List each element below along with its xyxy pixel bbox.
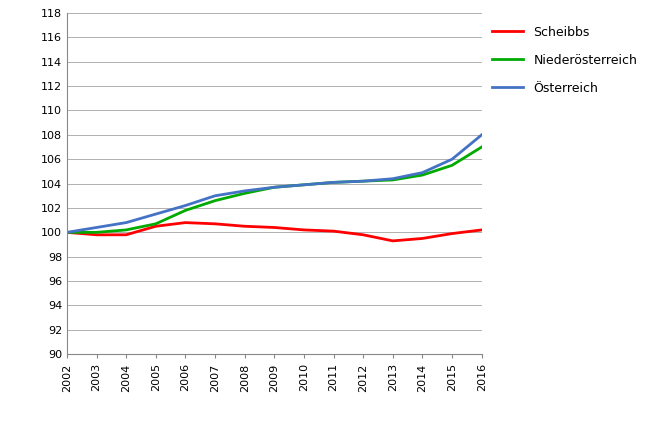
- Österreich: [300, 182, 308, 187]
- Österreich: [270, 184, 278, 190]
- Niederösterreich: [63, 230, 71, 235]
- Line: Niederösterreich: Niederösterreich: [67, 147, 482, 232]
- Scheibbs: [63, 230, 71, 235]
- Niederösterreich: [359, 178, 367, 184]
- Österreich: [92, 225, 100, 230]
- Österreich: [418, 170, 426, 175]
- Österreich: [152, 212, 160, 217]
- Legend: Scheibbs, Niederösterreich, Österreich: Scheibbs, Niederösterreich, Österreich: [492, 26, 637, 95]
- Niederösterreich: [478, 144, 486, 149]
- Niederösterreich: [330, 180, 338, 185]
- Scheibbs: [92, 232, 100, 237]
- Niederösterreich: [389, 178, 397, 183]
- Österreich: [448, 157, 456, 162]
- Scheibbs: [241, 224, 249, 229]
- Scheibbs: [300, 227, 308, 232]
- Österreich: [63, 230, 71, 235]
- Niederösterreich: [270, 184, 278, 190]
- Scheibbs: [181, 220, 189, 225]
- Scheibbs: [122, 232, 130, 237]
- Österreich: [478, 132, 486, 137]
- Scheibbs: [152, 224, 160, 229]
- Scheibbs: [478, 227, 486, 232]
- Österreich: [389, 176, 397, 181]
- Scheibbs: [359, 232, 367, 237]
- Scheibbs: [389, 238, 397, 244]
- Österreich: [122, 220, 130, 225]
- Scheibbs: [211, 221, 219, 226]
- Niederösterreich: [152, 221, 160, 226]
- Niederösterreich: [300, 182, 308, 187]
- Österreich: [211, 193, 219, 198]
- Niederösterreich: [241, 191, 249, 196]
- Scheibbs: [448, 231, 456, 236]
- Niederösterreich: [418, 172, 426, 178]
- Scheibbs: [330, 229, 338, 234]
- Line: Scheibbs: Scheibbs: [67, 222, 482, 241]
- Niederösterreich: [448, 163, 456, 168]
- Niederösterreich: [211, 198, 219, 203]
- Österreich: [181, 203, 189, 208]
- Line: Österreich: Österreich: [67, 135, 482, 232]
- Österreich: [330, 180, 338, 185]
- Niederösterreich: [181, 208, 189, 213]
- Niederösterreich: [92, 230, 100, 235]
- Scheibbs: [418, 236, 426, 241]
- Österreich: [359, 178, 367, 184]
- Niederösterreich: [122, 227, 130, 232]
- Scheibbs: [270, 225, 278, 230]
- Österreich: [241, 188, 249, 194]
